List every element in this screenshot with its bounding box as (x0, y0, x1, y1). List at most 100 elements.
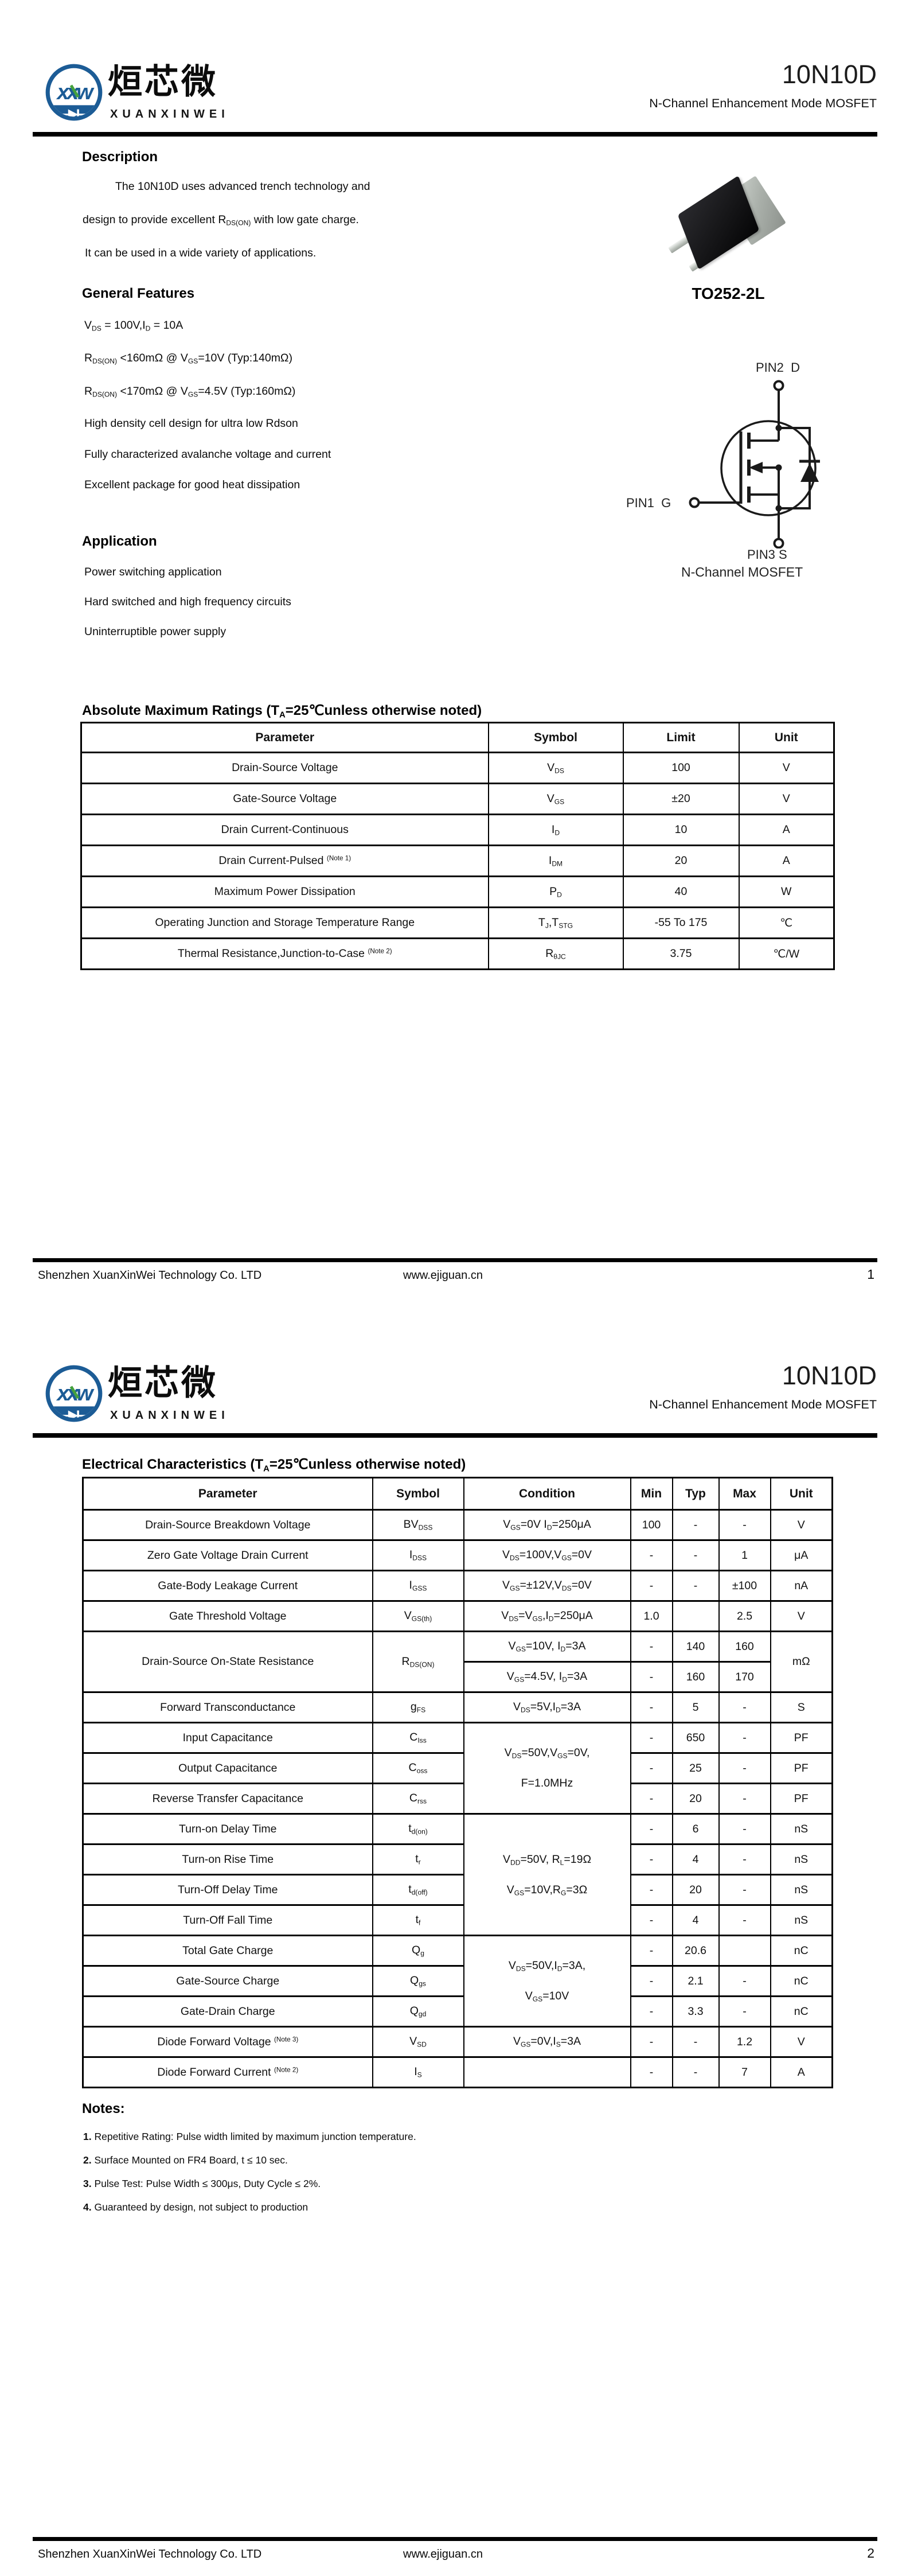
table-row: Drain Current-Continuous ID 10 A (80, 814, 835, 846)
typ-cell: 4 (671, 1904, 720, 1936)
max-cell: - (718, 1874, 771, 1906)
limit-cell: 20 (622, 845, 740, 877)
part-number: 10N10D (782, 1361, 877, 1390)
param-cell: Drain-Source Breakdown Voltage (82, 1509, 373, 1541)
col-symbol: Symbol (487, 722, 624, 753)
typ-cell: 5 (671, 1691, 720, 1723)
symbol-cell: VDS (487, 752, 624, 784)
note-item: 4. Guaranteed by design, not subject to … (83, 2201, 308, 2213)
symbol-cell: PD (487, 875, 624, 908)
limit-cell: 3.75 (622, 937, 740, 970)
application-item: Power switching application (84, 566, 222, 578)
brand-name-english: XUANXINWEI (110, 108, 229, 120)
xxw-logo-icon: xxw (45, 64, 103, 121)
header-rule (33, 132, 877, 137)
unit-cell: ℃/W (738, 937, 835, 970)
min-cell: - (630, 1691, 673, 1723)
symbol-cell: VGS (487, 783, 624, 815)
param-cell: Gate-Body Leakage Current (82, 1570, 373, 1602)
pin2-drain-label: PIN2 D (756, 360, 800, 375)
mosfet-symbol-icon (689, 380, 820, 548)
table-row: Diode Forward Current (Note 2) IS - - 7 … (82, 2056, 833, 2088)
brand-logo: xxw (45, 1362, 103, 1430)
pin1-gate-label: PIN1 G (626, 496, 671, 510)
typ-cell: - (671, 1539, 720, 1571)
table-row: Turn-on Rise Time tr - 4 - nS (82, 1843, 833, 1875)
footer-website-link[interactable]: www.ejiguan.cn (403, 1269, 483, 1282)
unit-cell: PF (770, 1783, 833, 1815)
feature-item: Excellent package for good heat dissipat… (84, 478, 300, 491)
part-number: 10N10D (782, 60, 877, 89)
max-cell: - (718, 1813, 771, 1845)
min-cell: - (630, 1570, 673, 1602)
notes-title: Notes: (82, 2101, 125, 2116)
param-cell: Gate-Source Voltage (80, 783, 489, 815)
note-item: 2. Surface Mounted on FR4 Board, t ≤ 10 … (83, 2154, 288, 2166)
xxw-logo-icon: xxw (45, 1365, 103, 1422)
table-row: Thermal Resistance,Junction-to-Case (Not… (80, 937, 835, 970)
unit-cell: PF (770, 1752, 833, 1784)
features-title: General Features (82, 286, 195, 301)
feature-item: High density cell design for ultra low R… (84, 417, 298, 430)
col-symbol: Symbol (372, 1477, 464, 1511)
header-rule (33, 1433, 877, 1438)
symbol-cell: Crss (372, 1783, 464, 1815)
symbol-cell: IDSS (372, 1539, 464, 1571)
unit-cell: W (738, 875, 835, 908)
note-number: 2. (83, 2154, 92, 2166)
symbol-cell: RθJC (487, 937, 624, 970)
param-cell: Diode Forward Voltage (Note 3) (82, 2026, 373, 2058)
typ-cell: 4 (671, 1843, 720, 1875)
symbol-cell: RDS(ON) (372, 1631, 464, 1693)
symbol-cell: TJ,TSTG (487, 906, 624, 939)
feature-item: RDS(ON) <160mΩ @ VGS=10V (Typ:140mΩ) (84, 352, 293, 365)
table-row: VGS=4.5V, ID=3A - 160 170 (83, 1661, 833, 1693)
table-row: Zero Gate Voltage Drain Current IDSS VDS… (82, 1539, 833, 1571)
footer-rule (33, 1258, 877, 1262)
unit-cell: V (738, 752, 835, 784)
brand-name-english: XUANXINWEI (110, 1409, 229, 1422)
table-row: Input Capacitance CIss VDS=50V,VGS=0V, F=… (82, 1722, 833, 1815)
table-row: Reverse Transfer Capacitance Crss - 20 -… (82, 1783, 833, 1815)
application-title: Application (82, 534, 157, 549)
max-cell: - (718, 1965, 771, 1997)
unit-cell: PF (770, 1722, 833, 1754)
table-row: Gate-Source Charge Qgs - 2.1 - nC (82, 1965, 833, 1997)
min-cell: - (630, 1965, 673, 1997)
param-cell: Turn-on Delay Time (82, 1813, 373, 1845)
min-cell: - (630, 1783, 673, 1815)
unit-cell: nS (770, 1843, 833, 1875)
table-row: Gate Threshold Voltage VGS(th) VDS=VGS,I… (82, 1600, 833, 1632)
page-number: 1 (867, 1267, 874, 1282)
unit-cell: mΩ (770, 1631, 833, 1693)
limit-cell: ±20 (622, 783, 740, 815)
max-cell: - (718, 1722, 771, 1754)
symbol-cell: IGSS (372, 1570, 464, 1602)
elec-table: Parameter Symbol Condition Min Typ Max U… (82, 1477, 833, 2088)
footer-website-link[interactable]: www.ejiguan.cn (403, 2548, 483, 2561)
table-row: Drain-Source Breakdown Voltage BVDSS VGS… (82, 1509, 833, 1541)
typ-cell: 25 (671, 1752, 720, 1784)
col-min: Min (630, 1477, 673, 1511)
unit-cell: nS (770, 1813, 833, 1845)
typ-cell: 650 (671, 1722, 720, 1754)
limit-cell: -55 To 175 (622, 906, 740, 939)
typ-cell: 20.6 (671, 1935, 720, 1967)
brand-name-chinese: 烜芯微 (108, 1364, 218, 1402)
condition-cell: VGS=4.5V, ID=3A (463, 1661, 631, 1693)
condition-cell: VGS=±12V,VDS=0V (463, 1570, 631, 1602)
param-cell: Drain-Source On-State Resistance (82, 1631, 373, 1693)
abs-max-table: Parameter Symbol Limit Unit Drain-Source… (80, 722, 835, 970)
symbol-cell: td(off) (372, 1874, 464, 1906)
typ-cell: 3.3 (671, 1995, 720, 2028)
schematic-caption: N-Channel MOSFET (681, 565, 803, 579)
table-row: Total Gate Charge Qg VDS=50V,ID=3A, VGS=1… (82, 1935, 833, 2028)
symbol-cell: IS (372, 2056, 464, 2088)
col-unit: Unit (770, 1477, 833, 1511)
param-cell: Gate-Source Charge (82, 1965, 373, 1997)
table-row: Gate-Body Leakage Current IGSS VGS=±12V,… (82, 1570, 833, 1602)
note-number: 1. (83, 2131, 92, 2142)
condition-cell: VGS=0V,IS=3A (463, 2026, 631, 2058)
table-header-row: Parameter Symbol Condition Min Typ Max U… (82, 1477, 833, 1511)
